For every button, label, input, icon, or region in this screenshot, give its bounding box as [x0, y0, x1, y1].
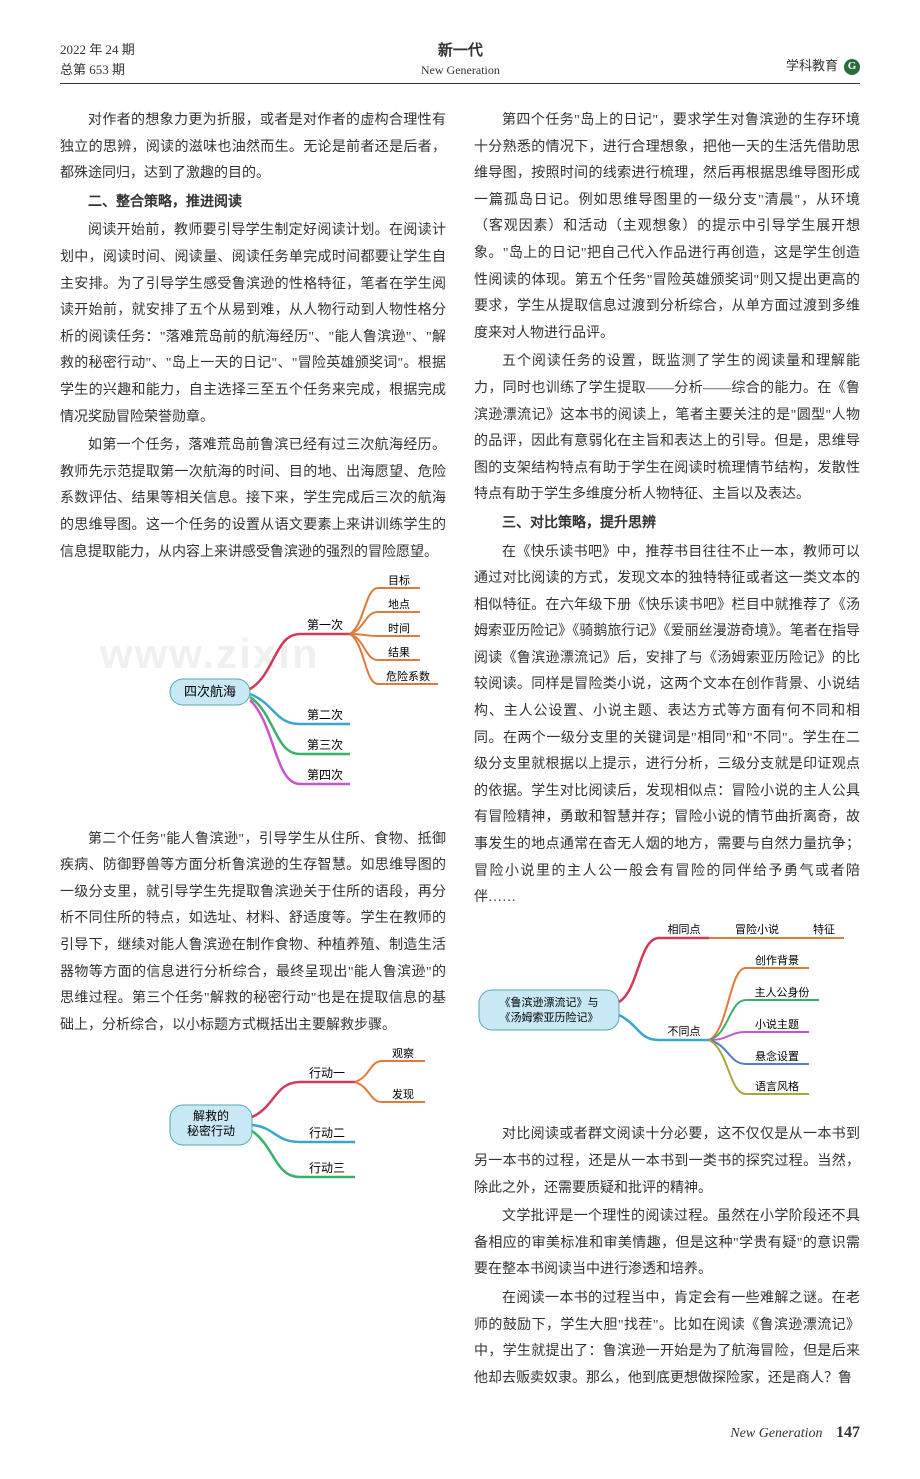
content-columns: 对作者的想象力更为折服，或者是对作者的虚构合理性有独立的思辨，阅读的滋味也油然而…	[60, 108, 860, 1394]
journal-title-cn: 新一代	[421, 41, 500, 62]
footer-page-number: 147	[836, 1424, 860, 1441]
d1-b1-label: 第一次	[307, 618, 343, 632]
left-p4: 第二个任务"能人鲁滨逊"，引导学生从住所、食物、抵御疾病、防御野兽等方面分析鲁滨…	[60, 827, 446, 1040]
d2-sub-c2	[355, 1082, 382, 1102]
d2-b3-label: 行动三	[309, 1161, 345, 1175]
d3-s2-c1	[709, 968, 746, 1040]
diagram1-svg: 四次航海 第一次 第二次 第三次 第四次	[60, 574, 440, 804]
right-column: 第四个任务"岛上的日记"，要求学生对鲁滨逊的生存环境十分熟悉的情况下，进行合理想…	[474, 108, 860, 1394]
right-p4: 对比阅读或者群文阅读十分必要，这不仅仅是从一本书到另一本书的过程，还是从一本书到…	[474, 1122, 860, 1202]
d2-s1-label: 观察	[392, 1047, 414, 1060]
right-heading-3: 三、对比策略，提升思辨	[474, 511, 860, 538]
issue-year: 2022 年 24 期	[60, 40, 135, 60]
left-heading-2: 二、整合策略，推进阅读	[60, 190, 446, 217]
d1-s5-label: 危险系数	[386, 669, 430, 683]
d2-c1	[252, 1082, 300, 1117]
d3-s2-c5	[709, 1040, 746, 1094]
d3-s1a-label: 冒险小说	[735, 922, 779, 936]
left-p2: 阅读开始前，教师要引导学生制定好阅读计划。在阅读计划中，阅读时间、阅读量、阅读任…	[60, 218, 446, 431]
d1-root-label: 四次航海	[184, 684, 236, 699]
d3-b2-label: 不同点	[668, 1025, 701, 1038]
d1-b3-label: 第三次	[307, 738, 343, 752]
d3-root-l2: 《汤姆索亚历险记》	[500, 1010, 599, 1024]
d3-s2-4-label: 悬念设置	[755, 1049, 799, 1063]
d1-curve-3	[250, 697, 300, 754]
d3-s2-1-label: 创作背景	[755, 953, 799, 967]
diagram2-svg: 解救的 秘密行动 行动一 行动二 行动三 观察 发现	[60, 1047, 440, 1197]
footer-brand: New Generation	[730, 1426, 822, 1441]
section-badge-icon: G	[844, 59, 860, 75]
d3-c2	[619, 1015, 659, 1040]
right-p5: 文学批评是一个理性的阅读过程。虽然在小学阶段还不具备相应的审美标准和审美情趣，但…	[474, 1204, 860, 1284]
d3-root-l1: 《鲁滨逊漂流记》与	[500, 995, 599, 1009]
d2-root-l1: 解救的	[193, 1108, 229, 1123]
d3-s2-5-label: 语言风格	[755, 1079, 799, 1093]
d2-c2	[252, 1125, 300, 1142]
left-p3: 如第一个任务，落难荒岛前鲁滨已经有过三次航海经历。教师先示范提取第一次航海的时间…	[60, 433, 446, 566]
page-footer: New Generation 147	[60, 1418, 860, 1448]
d2-sub-c1	[355, 1061, 382, 1082]
d2-s2-label: 发现	[392, 1087, 414, 1101]
header-issue: 2022 年 24 期 总第 653 期	[60, 40, 135, 79]
left-column: 对作者的想象力更为折服，或者是对作者的虚构合理性有独立的思辨，阅读的滋味也油然而…	[60, 108, 446, 1394]
d3-b1-label: 相同点	[668, 923, 701, 936]
left-p1: 对作者的想象力更为折服，或者是对作者的虚构合理性有独立的思辨，阅读的滋味也油然而…	[60, 108, 446, 188]
right-p3: 在《快乐读书吧》中，推荐书目往往不止一本，教师可以通过对比阅读的方式，发现文本的…	[474, 540, 860, 912]
page-header: 2022 年 24 期 总第 653 期 新一代 New Generation …	[60, 40, 860, 84]
d2-b1-label: 行动一	[309, 1066, 345, 1080]
d1-s3-label: 时间	[388, 622, 410, 635]
right-p1: 第四个任务"岛上的日记"，要求学生对鲁滨逊的生存环境十分熟悉的情况下，进行合理想…	[474, 108, 860, 347]
d1-s2-label: 地点	[388, 598, 410, 611]
d3-c1	[619, 938, 659, 1002]
d2-b2-label: 行动二	[309, 1126, 345, 1140]
d1-s1-label: 目标	[388, 574, 410, 587]
page: 2022 年 24 期 总第 653 期 新一代 New Generation …	[0, 0, 920, 1479]
d1-b4-label: 第四次	[307, 768, 343, 782]
journal-title-en: New Generation	[421, 62, 500, 79]
d1-s4-label: 结果	[388, 646, 410, 659]
d1-sub-c1	[350, 588, 378, 634]
d2-c3	[252, 1131, 300, 1177]
header-section: 学科教育 G	[786, 54, 860, 79]
d3-root-box	[479, 990, 619, 1030]
diagram-rescue: 解救的 秘密行动 行动一 行动二 行动三 观察 发现	[60, 1047, 446, 1208]
d1-curve-1	[250, 634, 300, 689]
d3-s2-3-label: 小说主题	[755, 1017, 799, 1031]
right-p2: 五个阅读任务的设置，既监测了学生的阅读量和理解能力，同时也训练了学生提取——分析…	[474, 349, 860, 509]
section-label: 学科教育	[786, 54, 838, 79]
d3-s2-2-label: 主人公身份	[755, 985, 810, 999]
d1-b2-label: 第二次	[307, 708, 343, 722]
diagram-compare: 《鲁滨逊漂流记》与 《汤姆索亚历险记》 相同点 不同点 冒险小说 特征	[474, 920, 860, 1111]
d3-s1b-label: 特征	[813, 922, 835, 936]
diagram-voyages: www.zixin 四次航海 第一次 第二次 第三次	[60, 574, 446, 815]
d2-root-l2: 秘密行动	[187, 1123, 235, 1138]
diagram3-svg: 《鲁滨逊漂流记》与 《汤姆索亚历险记》 相同点 不同点 冒险小说 特征	[474, 920, 854, 1100]
header-title: 新一代 New Generation	[421, 41, 500, 79]
issue-total: 总第 653 期	[60, 60, 135, 80]
